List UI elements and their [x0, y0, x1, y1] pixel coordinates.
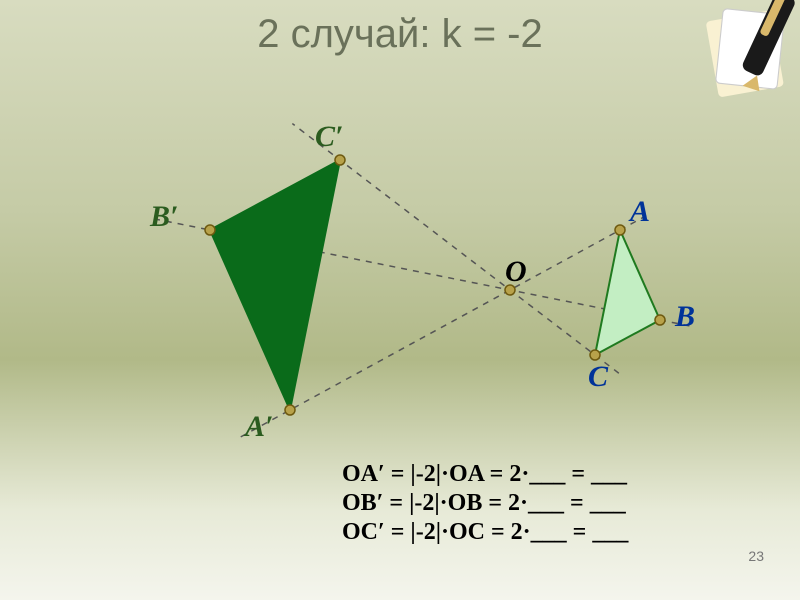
label-Bp: B′ [150, 200, 178, 234]
triangle-original [595, 230, 660, 355]
label-Cp: C′ [315, 120, 343, 154]
equation-oc: OC′ = |-2|·OC = 2·___ = ___ [342, 518, 628, 547]
equation-oa: OA′ = |-2|·OA = 2·___ = ___ [342, 460, 628, 489]
vertex-Cp [335, 155, 345, 165]
label-B: B [675, 300, 695, 334]
page-number: 23 [748, 548, 764, 564]
label-A: A [630, 195, 650, 229]
vertex-C [590, 350, 600, 360]
equations: OA′ = |-2|·OA = 2·___ = ___ OB′ = |-2|·O… [342, 460, 628, 546]
vertex-A [615, 225, 625, 235]
label-O: O [505, 255, 527, 289]
vertex-Ap [285, 405, 295, 415]
pen-paper-icon [690, 0, 800, 110]
vertex-B [655, 315, 665, 325]
vertex-Bp [205, 225, 215, 235]
equation-ob: OB′ = |-2|·OB = 2·___ = ___ [342, 489, 628, 518]
label-C: C [588, 360, 608, 394]
triangle-image [210, 160, 340, 410]
label-Ap: A′ [245, 410, 273, 444]
